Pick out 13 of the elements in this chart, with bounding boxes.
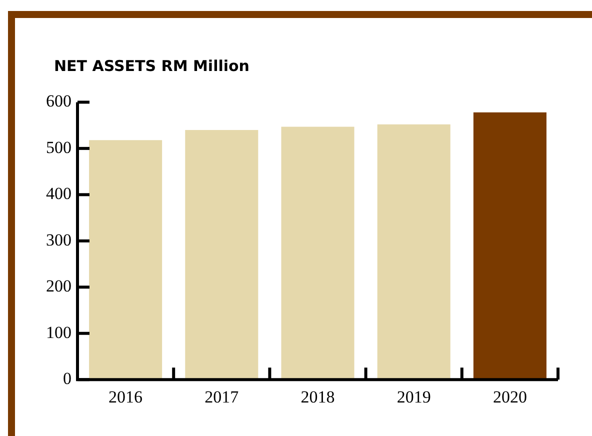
y-tick-label: 400 [46, 184, 72, 204]
chart-title: NET ASSETS RM Million [54, 57, 250, 75]
y-tick-label: 100 [46, 322, 72, 342]
x-tick-label: 2019 [396, 387, 431, 406]
x-tick-label: 2018 [300, 387, 335, 406]
y-tick-label: 500 [46, 138, 72, 157]
y-tick-label: 300 [46, 230, 72, 250]
x-tick-label: 2020 [492, 387, 527, 406]
y-tick-label: 600 [46, 92, 72, 111]
x-tick-label: 2016 [108, 387, 143, 406]
x-tick-label: 2017 [204, 387, 240, 406]
y-tick-label: 200 [46, 276, 72, 296]
y-tick-label: 0 [63, 369, 72, 388]
